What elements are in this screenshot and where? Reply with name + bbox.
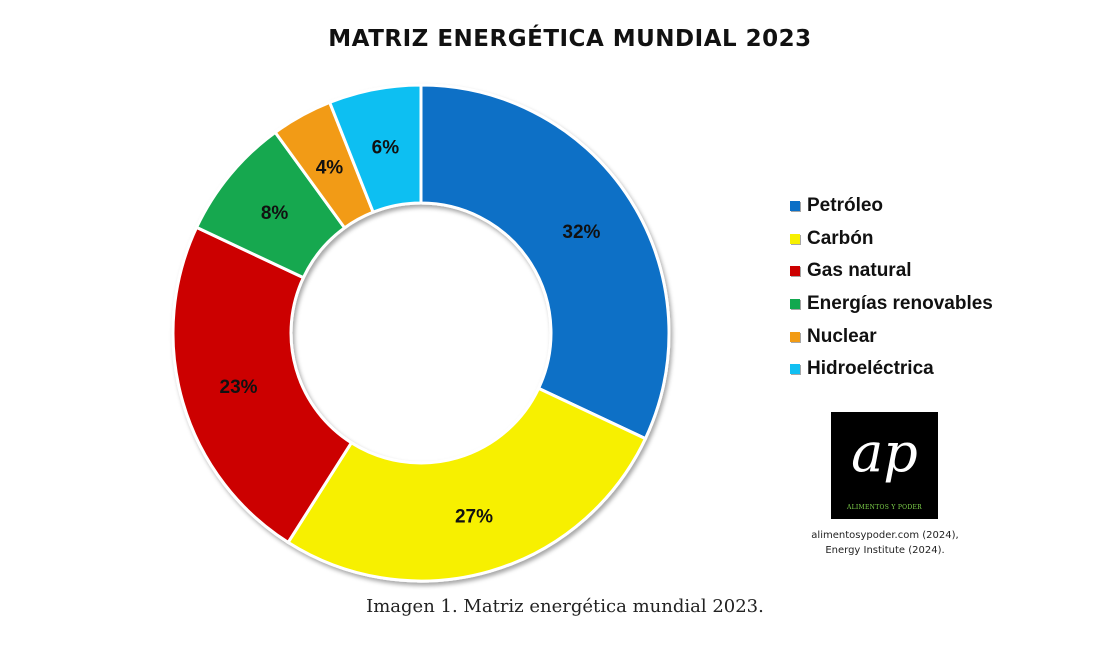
legend-label-4: Nuclear (807, 325, 877, 347)
legend-item-4: Nuclear (790, 320, 993, 353)
legend-item-0: Petróleo (790, 190, 993, 223)
figure-caption: Imagen 1. Matriz energética mundial 2023… (366, 596, 764, 617)
chart-title: MATRIZ ENERGÉTICA MUNDIAL 2023 (328, 26, 812, 52)
slice-1 (286, 386, 648, 583)
logo-mark: ap (851, 421, 918, 484)
source-line-1: alimentosypoder.com (2024), (811, 530, 959, 541)
alimentos-y-poder-logo: ap ALIMENTOS Y PODER (831, 412, 938, 519)
legend-item-5: Hidroeléctrica (790, 353, 993, 386)
legend-label-0: Petróleo (807, 195, 884, 217)
legend-item-1: Carbón (790, 223, 993, 256)
legend-swatch-5 (790, 364, 800, 375)
legend-swatch-0 (790, 201, 800, 212)
legend-label-1: Carbón (807, 227, 874, 249)
legend-item-3: Energías renovables (790, 288, 993, 321)
legend-label-5: Hidroeléctrica (807, 358, 934, 380)
slice-0 (419, 83, 671, 441)
legend-swatch-1 (790, 233, 800, 244)
source-line-2: Energy Institute (2024). (825, 545, 945, 556)
slice-label-0: 32% (562, 222, 600, 243)
legend-label-2: Gas natural (807, 260, 912, 282)
slice-5 (327, 83, 423, 215)
chart-legend: Petróleo Carbón Gas natural Energías renova… (790, 190, 993, 386)
logo-text: ALIMENTOS Y PODER (846, 504, 923, 511)
slice-2 (171, 225, 354, 545)
slice-label-4: 4% (316, 158, 344, 179)
legend-item-2: Gas natural (790, 255, 993, 288)
legend-swatch-2 (790, 266, 800, 277)
legend-label-3: Energías renovables (807, 293, 993, 315)
donut-chart: 32% 27% 23% 8% 4% 6% (171, 83, 671, 583)
legend-swatch-4 (790, 331, 800, 342)
slice-label-1: 27% (455, 506, 493, 527)
legend-swatch-3 (790, 299, 800, 310)
slice-label-5: 6% (372, 137, 400, 158)
slice-label-3: 8% (261, 203, 289, 224)
slice-label-2: 23% (220, 377, 258, 398)
